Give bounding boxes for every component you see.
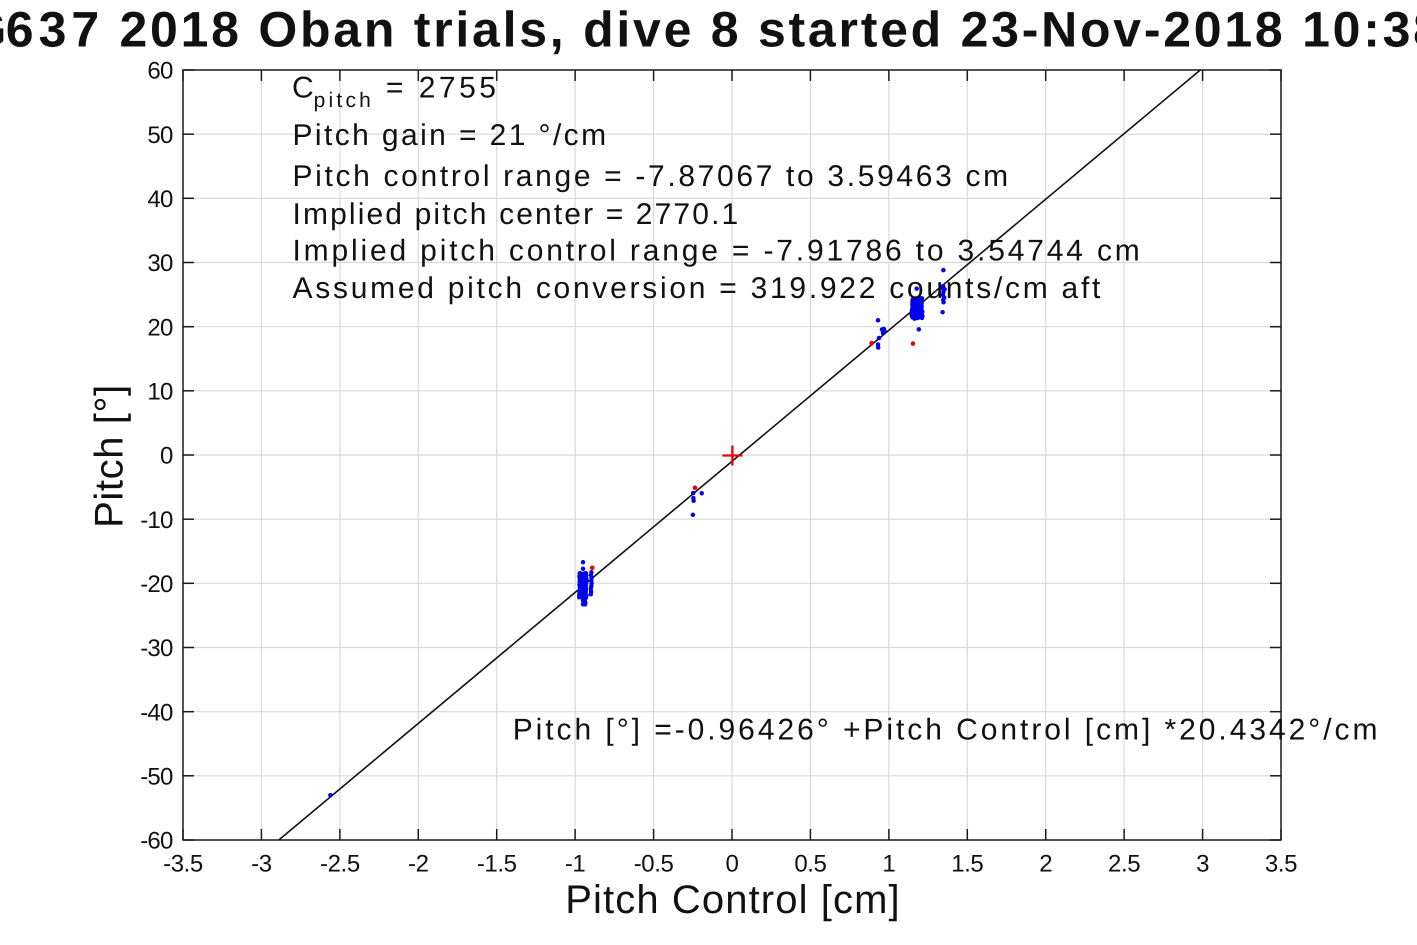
svg-text:-3.5: -3.5 — [163, 851, 203, 878]
svg-text:40: 40 — [147, 186, 173, 213]
svg-text:637: 637 — [6, 1, 104, 57]
svg-text:-20: -20 — [140, 571, 173, 598]
svg-text:Pitch gain = 21 °/cm: Pitch gain = 21 °/cm — [293, 119, 609, 152]
svg-text:Pitch Control [cm]: Pitch Control [cm] — [565, 878, 900, 922]
svg-text:-30: -30 — [140, 635, 173, 662]
svg-text:3: 3 — [1196, 851, 1209, 878]
svg-text:Assumed pitch conversion = 319: Assumed pitch conversion = 319.922 count… — [293, 272, 1104, 305]
svg-text:-2.5: -2.5 — [320, 851, 360, 878]
svg-text:-10: -10 — [140, 507, 173, 534]
svg-text:20: 20 — [147, 314, 173, 341]
svg-text:10: 10 — [147, 378, 173, 405]
svg-text:Pitch [°]: Pitch [°] — [87, 384, 131, 528]
svg-text:-0.5: -0.5 — [634, 851, 674, 878]
svg-text:1: 1 — [882, 851, 895, 878]
svg-text:Pitch [°] =-0.96426° +Pitch Co: Pitch [°] =-0.96426° +Pitch Control [cm]… — [513, 714, 1381, 747]
svg-text:-3: -3 — [251, 851, 272, 878]
svg-text:2.5: 2.5 — [1108, 851, 1140, 878]
svg-text:0: 0 — [726, 851, 739, 878]
svg-text:30: 30 — [147, 250, 173, 277]
svg-text:Implied pitch control range =: Implied pitch control range = -7.91786 t… — [293, 235, 1143, 268]
svg-text:-2: -2 — [408, 851, 429, 878]
svg-text:50: 50 — [147, 122, 173, 149]
svg-text:-1: -1 — [565, 851, 586, 878]
svg-text:G: G — [0, 1, 6, 57]
svg-text:-1.5: -1.5 — [477, 851, 517, 878]
svg-text:-40: -40 — [140, 699, 173, 726]
svg-text:-50: -50 — [140, 763, 173, 790]
svg-text:2018 Oban trials, dive 8 start: 2018 Oban trials, dive 8 started 23-Nov-… — [120, 1, 1417, 57]
svg-text:60: 60 — [147, 58, 173, 85]
svg-text:Implied pitch center = 2770.1: Implied pitch center = 2770.1 — [293, 198, 741, 231]
svg-text:-60: -60 — [140, 828, 173, 855]
svg-text:0.5: 0.5 — [794, 851, 826, 878]
svg-text:2: 2 — [1039, 851, 1052, 878]
svg-text:Pitch control range = -7.87067: Pitch control range = -7.87067 to 3.5946… — [293, 160, 1011, 193]
svg-text:1.5: 1.5 — [951, 851, 983, 878]
svg-text:3.5: 3.5 — [1265, 851, 1297, 878]
svg-text:0: 0 — [160, 443, 173, 470]
